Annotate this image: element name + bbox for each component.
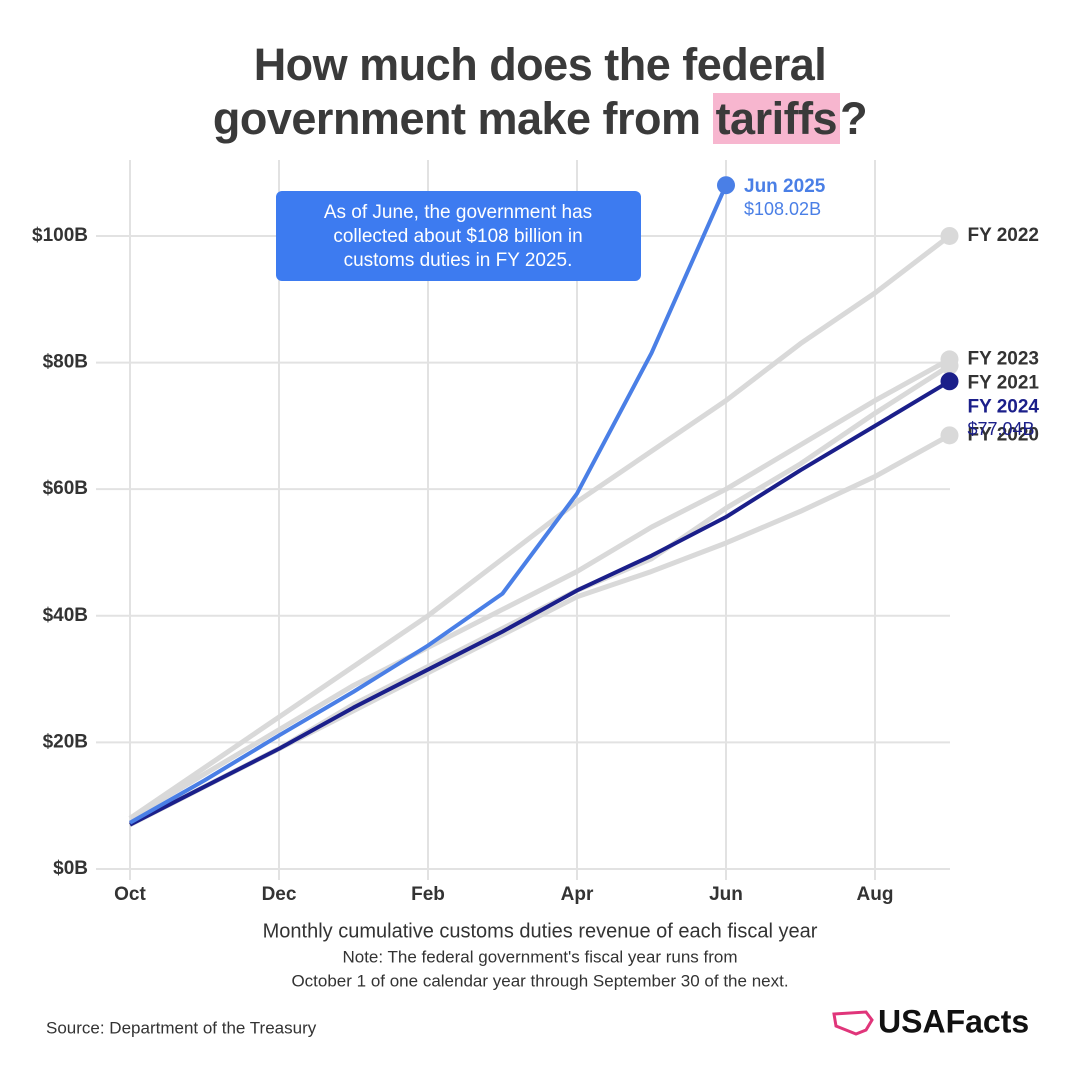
title-line: government make from — [212, 93, 701, 144]
title-highlight: tariffs — [712, 93, 841, 144]
series-line — [129, 184, 728, 825]
y-tick-label: $40B — [43, 605, 88, 626]
x-tick-label: Apr — [561, 884, 594, 905]
source: Source: Department of the Treasury — [46, 1018, 317, 1037]
series-label: FY 2020 — [968, 424, 1039, 445]
logo-icon — [832, 1010, 874, 1036]
y-tick-label: $60B — [43, 478, 88, 499]
series-line — [128, 233, 952, 821]
annotation: As of June, the government has — [324, 202, 592, 223]
series-line — [128, 433, 951, 827]
y-tick-label: $80B — [43, 352, 88, 373]
x-axis-label: Monthly cumulative customs duties revenu… — [263, 920, 818, 942]
series-line — [129, 379, 951, 827]
series-label: FY 2022 — [968, 225, 1039, 246]
chart-title: How much does the federal government make… — [0, 38, 1080, 146]
value-label: $108.02B — [744, 199, 821, 219]
end-dot — [940, 372, 959, 391]
note: October 1 of one calendar year through S… — [291, 971, 788, 990]
series-label: FY 2023 — [968, 348, 1039, 369]
annotation-box — [276, 191, 641, 281]
x-tick-label: Oct — [114, 884, 146, 905]
x-tick-label: Aug — [857, 884, 894, 905]
x-tick-label: Feb — [411, 884, 445, 905]
annotation: collected about $108 billion in — [333, 226, 582, 247]
title-line: How much does the federal — [253, 39, 827, 90]
value-label: $77.04B — [968, 419, 1035, 439]
end-dot — [717, 176, 735, 195]
end-dot — [940, 356, 959, 375]
end-dot — [940, 426, 959, 445]
y-tick-label: $100B — [32, 225, 88, 246]
y-tick-label: $0B — [53, 858, 88, 879]
series-label: FY 2021 — [968, 372, 1040, 393]
series-label: FY 2024 — [968, 396, 1040, 417]
series-line — [128, 357, 951, 821]
annotation: customs duties in FY 2025. — [344, 250, 573, 271]
y-tick-label: $20B — [43, 731, 88, 752]
note: Note: The federal government's fiscal ye… — [342, 947, 737, 966]
series-label: Jun 2025 — [744, 176, 826, 197]
series-line — [128, 363, 951, 827]
title-end: ? — [840, 93, 868, 144]
x-tick-label: Dec — [262, 884, 297, 905]
brand: USAFacts — [878, 1003, 1029, 1039]
end-dot — [940, 226, 959, 245]
x-tick-label: Jun — [709, 884, 743, 905]
